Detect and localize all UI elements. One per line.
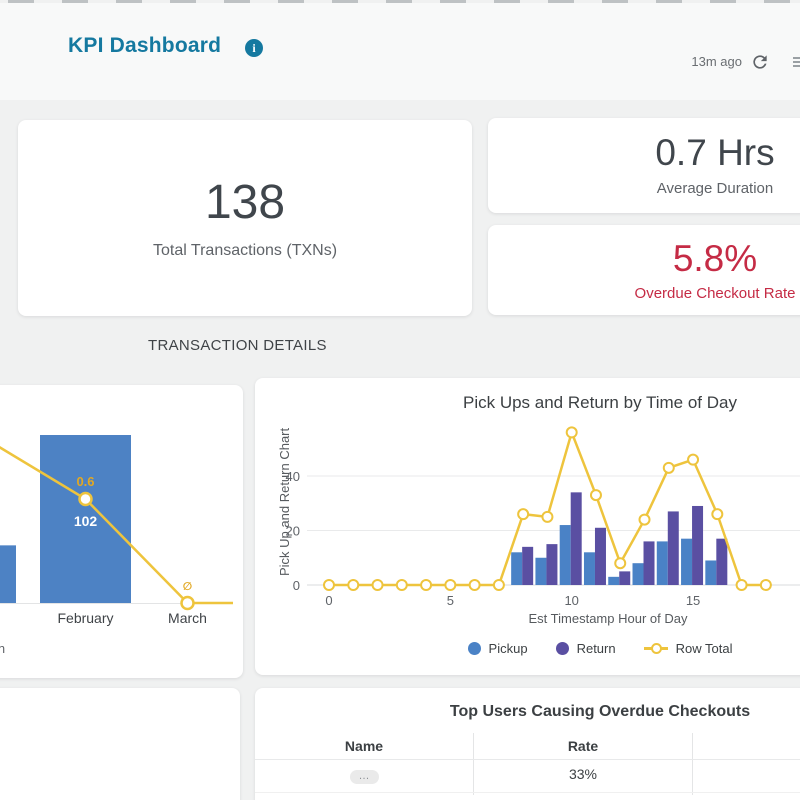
svg-text:March: March [168,610,207,626]
legend-item-return[interactable]: Return [555,641,616,656]
svg-text:10: 10 [564,593,578,608]
pickup-dot-icon [467,642,481,655]
table-row-name-cell: … [255,766,473,786]
kpi-label-overdue-rate: Overdue Checkout Rate [634,285,796,302]
svg-text:20: 20 [286,524,300,539]
kpi-label-average-duration: Average Duration [656,180,774,197]
column-divider [692,733,693,795]
kpi-value-overdue-rate: 5.8% [672,238,758,279]
kpi-label-total-transactions: Total Transactions (TXNs) [152,242,338,259]
row-divider [255,792,800,793]
chart-title: Pick Ups and Return by Time of Day [462,393,737,412]
filter-icon[interactable] [793,55,800,69]
svg-text:40: 40 [286,469,300,484]
legend-label-pickup: Pickup [488,641,528,656]
svg-text:0: 0 [293,578,300,593]
return-dot-icon [555,642,569,655]
svg-text:February: February [57,610,113,626]
svg-text:5: 5 [447,593,454,608]
top-users-title: Top Users Causing Overdue Checkouts [449,703,751,720]
page-title: KPI Dashboard [68,34,222,57]
bottom-left-card [0,688,240,800]
clipped-top-content [8,0,792,3]
kpi-card-overdue-rate: 5.8% Overdue Checkout Rate [488,225,800,315]
svg-text:102: 102 [74,513,98,529]
kpi-value-average-duration: 0.7 Hrs [655,132,775,173]
last-refresh-label: 13m ago [691,54,742,69]
column-header-name: Name [344,738,384,754]
x-axis-label: Est Timestamp Hour of Day [528,611,688,626]
legend-label-return: Return [576,641,616,656]
legend-item-row-total[interactable]: Row Total [643,641,733,656]
top-users-card: Top Users Causing Overdue Checkouts Name… [255,688,800,800]
column-header-rate: Rate [567,738,599,754]
header-divider [255,759,800,760]
kpi-value-total-transactions: 138 [204,176,286,229]
svg-text:0: 0 [325,593,332,608]
svg-text:∅: ∅ [183,581,192,593]
row-total-line-icon [643,643,668,654]
pickups-returns-chart-card: Pick Ups and Return by Time of Day Pick … [255,378,800,675]
mini-chart-legend-label: Duration [0,641,6,656]
legend-item-pickup[interactable]: Pickup [467,641,528,656]
chart-legend: Pickup Return Row Total [255,641,800,656]
legend-label-row-total: Row Total [675,641,733,656]
column-divider [473,733,474,795]
kpi-card-average-duration: 0.7 Hrs Average Duration [488,118,800,213]
pickups-returns-chart: 0 20 40 0 5 10 15 [286,426,800,608]
svg-text:15: 15 [686,593,700,608]
table-row-rate-cell: 33% [568,766,598,782]
dashboard-header: KPI Dashboard i 13m ago [0,3,800,100]
info-icon[interactable]: i [245,39,263,57]
svg-text:0.6: 0.6 [76,474,94,489]
refresh-icon[interactable] [750,52,770,72]
kpi-card-total-transactions: 138 Total Transactions (TXNs) [18,120,472,316]
section-title: TRANSACTION DETAILS [148,337,327,354]
truncated-name-pill[interactable]: … [349,770,379,784]
